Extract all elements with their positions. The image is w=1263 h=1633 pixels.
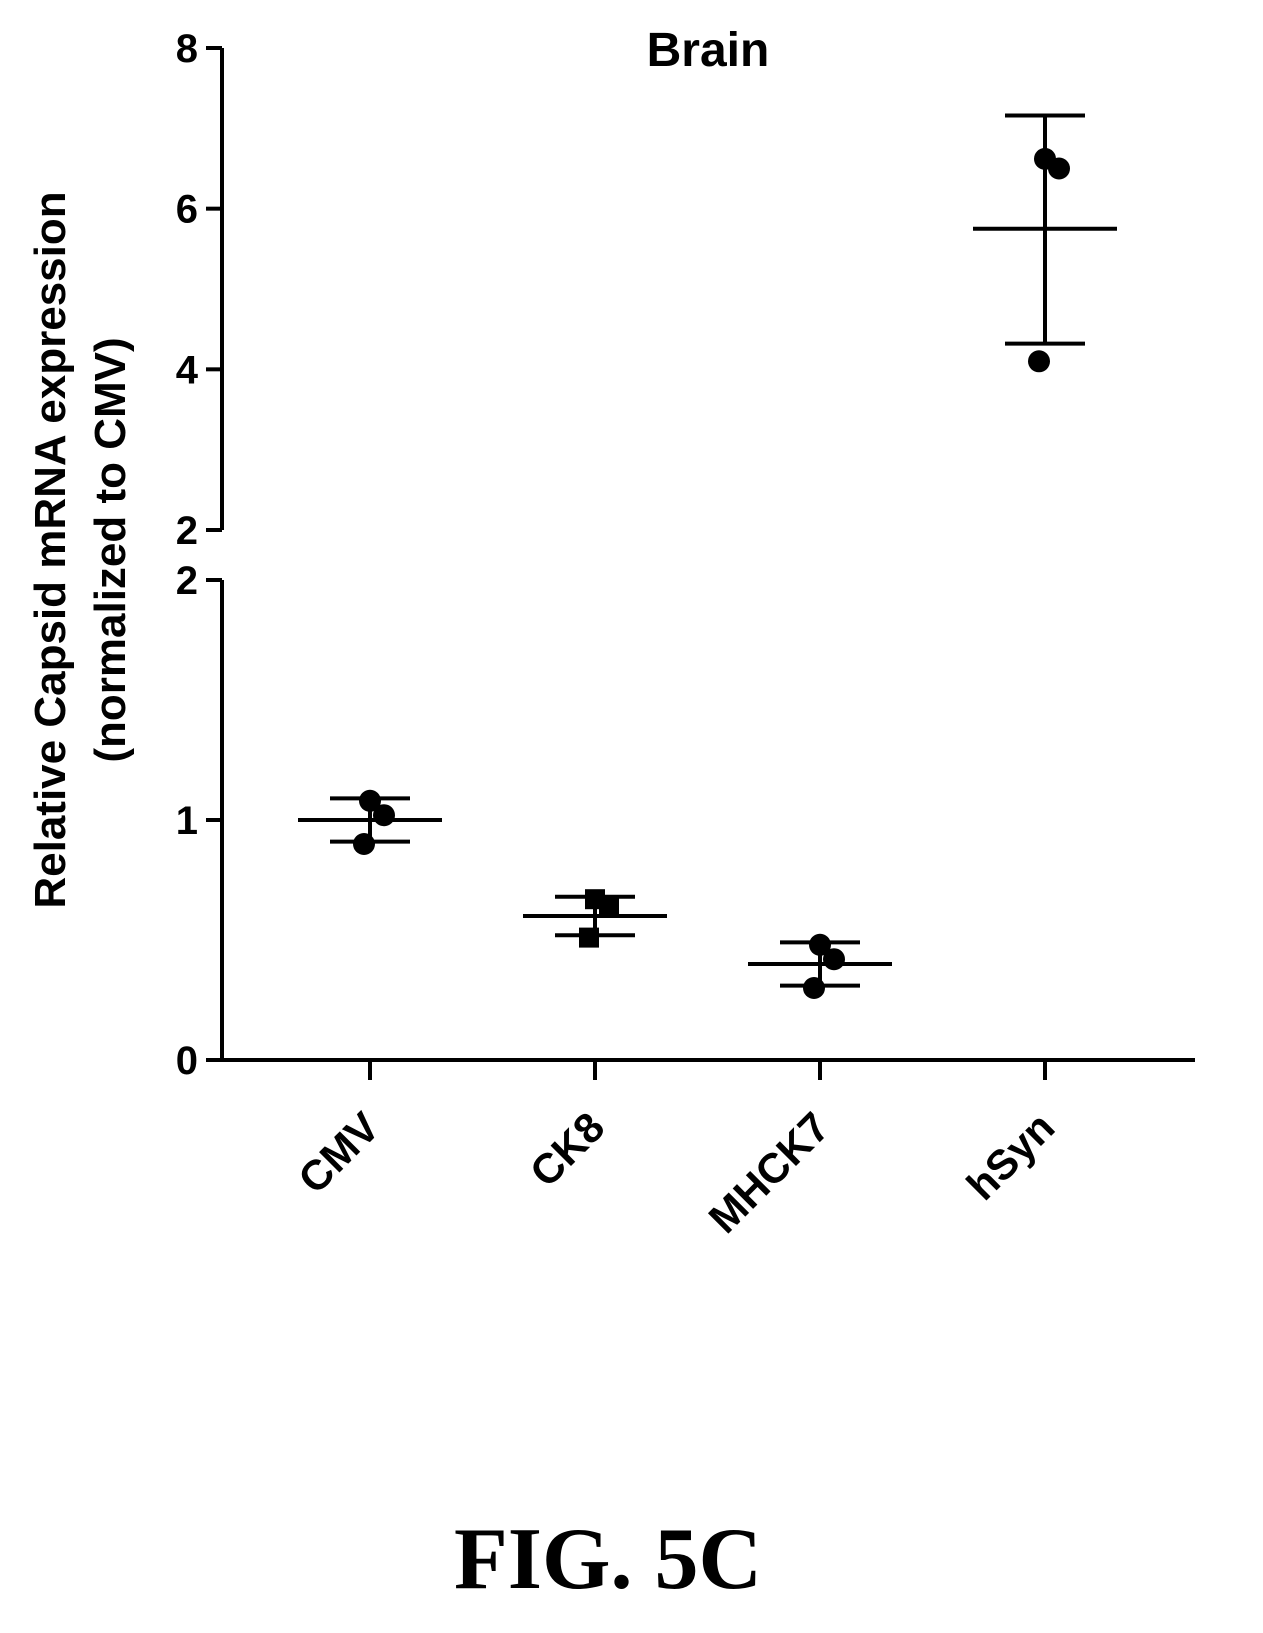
data-point: [823, 948, 845, 971]
x-category-label: CK8: [521, 1103, 614, 1196]
y-tick-label: 4: [176, 348, 199, 392]
y-tick-label: 2: [176, 559, 198, 603]
y-axis-label-line2: (normalized to CMV): [86, 337, 135, 762]
y-tick-label: 1: [176, 799, 198, 843]
marks-layer: [298, 113, 1117, 999]
y-tick-label: 6: [176, 188, 198, 232]
data-point: [1048, 157, 1070, 180]
chart-title: Brain: [647, 24, 770, 77]
y-tick-label: 2: [176, 509, 198, 553]
data-point: [599, 896, 619, 917]
data-point: [353, 833, 375, 855]
axes-layer: [206, 46, 1195, 1080]
x-category-label: hSyn: [958, 1103, 1064, 1209]
y-tick-label: 0: [176, 1039, 198, 1083]
x-category-label: CMV: [289, 1103, 388, 1202]
y-tick-label: 8: [176, 27, 198, 71]
x-category-label: MHCK7: [700, 1103, 839, 1242]
y-axis-label-line1: Relative Capsid mRNA expression: [26, 191, 75, 908]
figure-caption: FIG. 5C: [454, 1511, 762, 1608]
data-point: [809, 933, 831, 956]
data-point: [1028, 350, 1050, 373]
data-point: [579, 927, 599, 948]
data-point: [373, 804, 395, 827]
data-point: [803, 977, 825, 999]
data-point: [359, 789, 381, 812]
